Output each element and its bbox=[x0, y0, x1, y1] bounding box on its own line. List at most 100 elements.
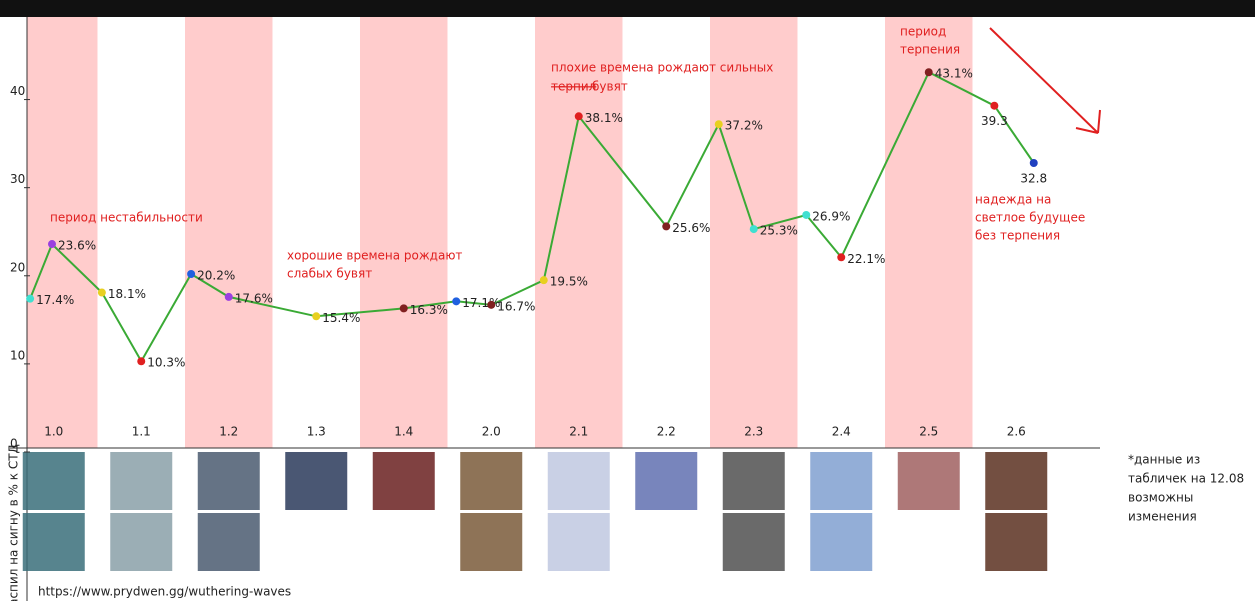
value-label: 20.2% bbox=[197, 269, 235, 283]
point bbox=[26, 294, 35, 303]
value-label: 38.1% bbox=[585, 111, 623, 125]
point bbox=[714, 120, 723, 129]
annotation: слабых бувят bbox=[287, 267, 372, 281]
band bbox=[27, 17, 98, 448]
annotation: надежда на bbox=[975, 193, 1051, 207]
y-tick-label: 40 bbox=[10, 84, 25, 98]
point bbox=[574, 112, 583, 121]
point bbox=[749, 225, 758, 234]
annotation: период bbox=[900, 25, 946, 39]
value-label: 23.6% bbox=[58, 239, 96, 253]
point bbox=[802, 210, 811, 219]
thumbnail bbox=[635, 452, 698, 510]
band bbox=[885, 17, 973, 448]
x-tick-label: 1.3 bbox=[307, 425, 326, 439]
x-tick-label: 2.4 bbox=[832, 425, 851, 439]
x-tick-label: 1.0 bbox=[44, 425, 63, 439]
thumbnail bbox=[547, 452, 610, 510]
point bbox=[924, 68, 933, 77]
point bbox=[452, 297, 461, 306]
value-label: 25.3% bbox=[760, 224, 798, 238]
value-label: 19.5% bbox=[550, 275, 588, 289]
value-label: 16.3% bbox=[410, 303, 448, 317]
annotation: терпил bbox=[551, 80, 596, 94]
note: *данные из bbox=[1128, 453, 1200, 467]
thumbnail bbox=[547, 513, 610, 571]
x-tick-label: 1.4 bbox=[394, 425, 413, 439]
thumbnail bbox=[460, 452, 523, 510]
y-tick-label: 20 bbox=[10, 260, 25, 274]
value-label: 26.9% bbox=[812, 209, 850, 223]
value-label: 43.1% bbox=[935, 67, 973, 81]
annotation: бувят bbox=[592, 80, 628, 94]
value-label: 10.3% bbox=[147, 356, 185, 370]
band bbox=[185, 17, 273, 448]
value-label: 37.2% bbox=[725, 119, 763, 133]
annotation: хорошие времена рождают bbox=[287, 249, 462, 263]
thumbnail bbox=[372, 452, 435, 510]
x-tick-label: 2.0 bbox=[482, 425, 501, 439]
point bbox=[662, 222, 671, 231]
annotation: плохие времена рождают сильных bbox=[551, 61, 773, 75]
note: табличек на 12.08 bbox=[1128, 472, 1244, 486]
annotation: светлое будущее bbox=[975, 211, 1085, 225]
note: возможны bbox=[1128, 491, 1193, 505]
annotation: без терпения bbox=[975, 229, 1060, 243]
value-label: 32.8 bbox=[1020, 171, 1047, 185]
x-tick-label: 2.1 bbox=[569, 425, 588, 439]
point bbox=[48, 240, 56, 249]
value-label: 17.6% bbox=[235, 291, 273, 305]
thumbnail bbox=[810, 452, 873, 510]
thumbnail bbox=[197, 452, 260, 510]
value-label: 16.7% bbox=[497, 299, 535, 313]
point bbox=[399, 304, 408, 313]
x-tick-label: 2.2 bbox=[657, 425, 676, 439]
note: изменения bbox=[1128, 510, 1197, 524]
x-tick-label: 1.2 bbox=[219, 425, 238, 439]
point bbox=[187, 270, 196, 279]
thumbnail bbox=[22, 452, 85, 510]
x-tick-label: 1.1 bbox=[132, 425, 151, 439]
thumbnail bbox=[722, 452, 785, 510]
thumbnail bbox=[110, 513, 173, 571]
value-label: 15.4% bbox=[322, 311, 360, 325]
thumbnail bbox=[110, 452, 173, 510]
value-label: 25.6% bbox=[672, 221, 710, 235]
y-axis-label: аспил на сигну в % к СТД bbox=[7, 444, 21, 601]
x-tick-label: 2.6 bbox=[1007, 425, 1026, 439]
value-label: 22.1% bbox=[847, 252, 885, 266]
point bbox=[137, 357, 146, 366]
x-tick-label: 2.3 bbox=[744, 425, 763, 439]
annotation: период нестабильности bbox=[50, 211, 203, 225]
y-tick-label: 0 bbox=[10, 437, 18, 451]
y-tick-label: 30 bbox=[10, 172, 25, 186]
thumbnail bbox=[897, 452, 960, 510]
annotation: терпения bbox=[900, 43, 960, 57]
value-label: 18.1% bbox=[108, 287, 146, 301]
point bbox=[990, 101, 999, 110]
thumbnail bbox=[22, 513, 85, 571]
thumbnail bbox=[722, 513, 785, 571]
source: https://www.prydwen.gg/wuthering-waves bbox=[38, 585, 291, 599]
thumbnail bbox=[285, 452, 348, 510]
point bbox=[539, 276, 548, 285]
value-label: 17.4% bbox=[36, 293, 74, 307]
band bbox=[535, 17, 623, 448]
x-tick-label: 2.5 bbox=[919, 425, 938, 439]
point bbox=[312, 312, 321, 321]
point bbox=[487, 300, 496, 309]
top-bar bbox=[0, 0, 1255, 17]
point bbox=[837, 253, 846, 262]
line bbox=[29, 70, 1035, 364]
value-label: 39.3 bbox=[981, 114, 1008, 128]
point bbox=[224, 292, 233, 301]
thumbnail bbox=[985, 452, 1048, 510]
arrow bbox=[989, 27, 1101, 134]
thumbnail bbox=[810, 513, 873, 571]
thumbnail bbox=[197, 513, 260, 571]
point bbox=[1029, 158, 1038, 167]
y-tick-label: 10 bbox=[10, 348, 25, 362]
thumbnail bbox=[460, 513, 523, 571]
